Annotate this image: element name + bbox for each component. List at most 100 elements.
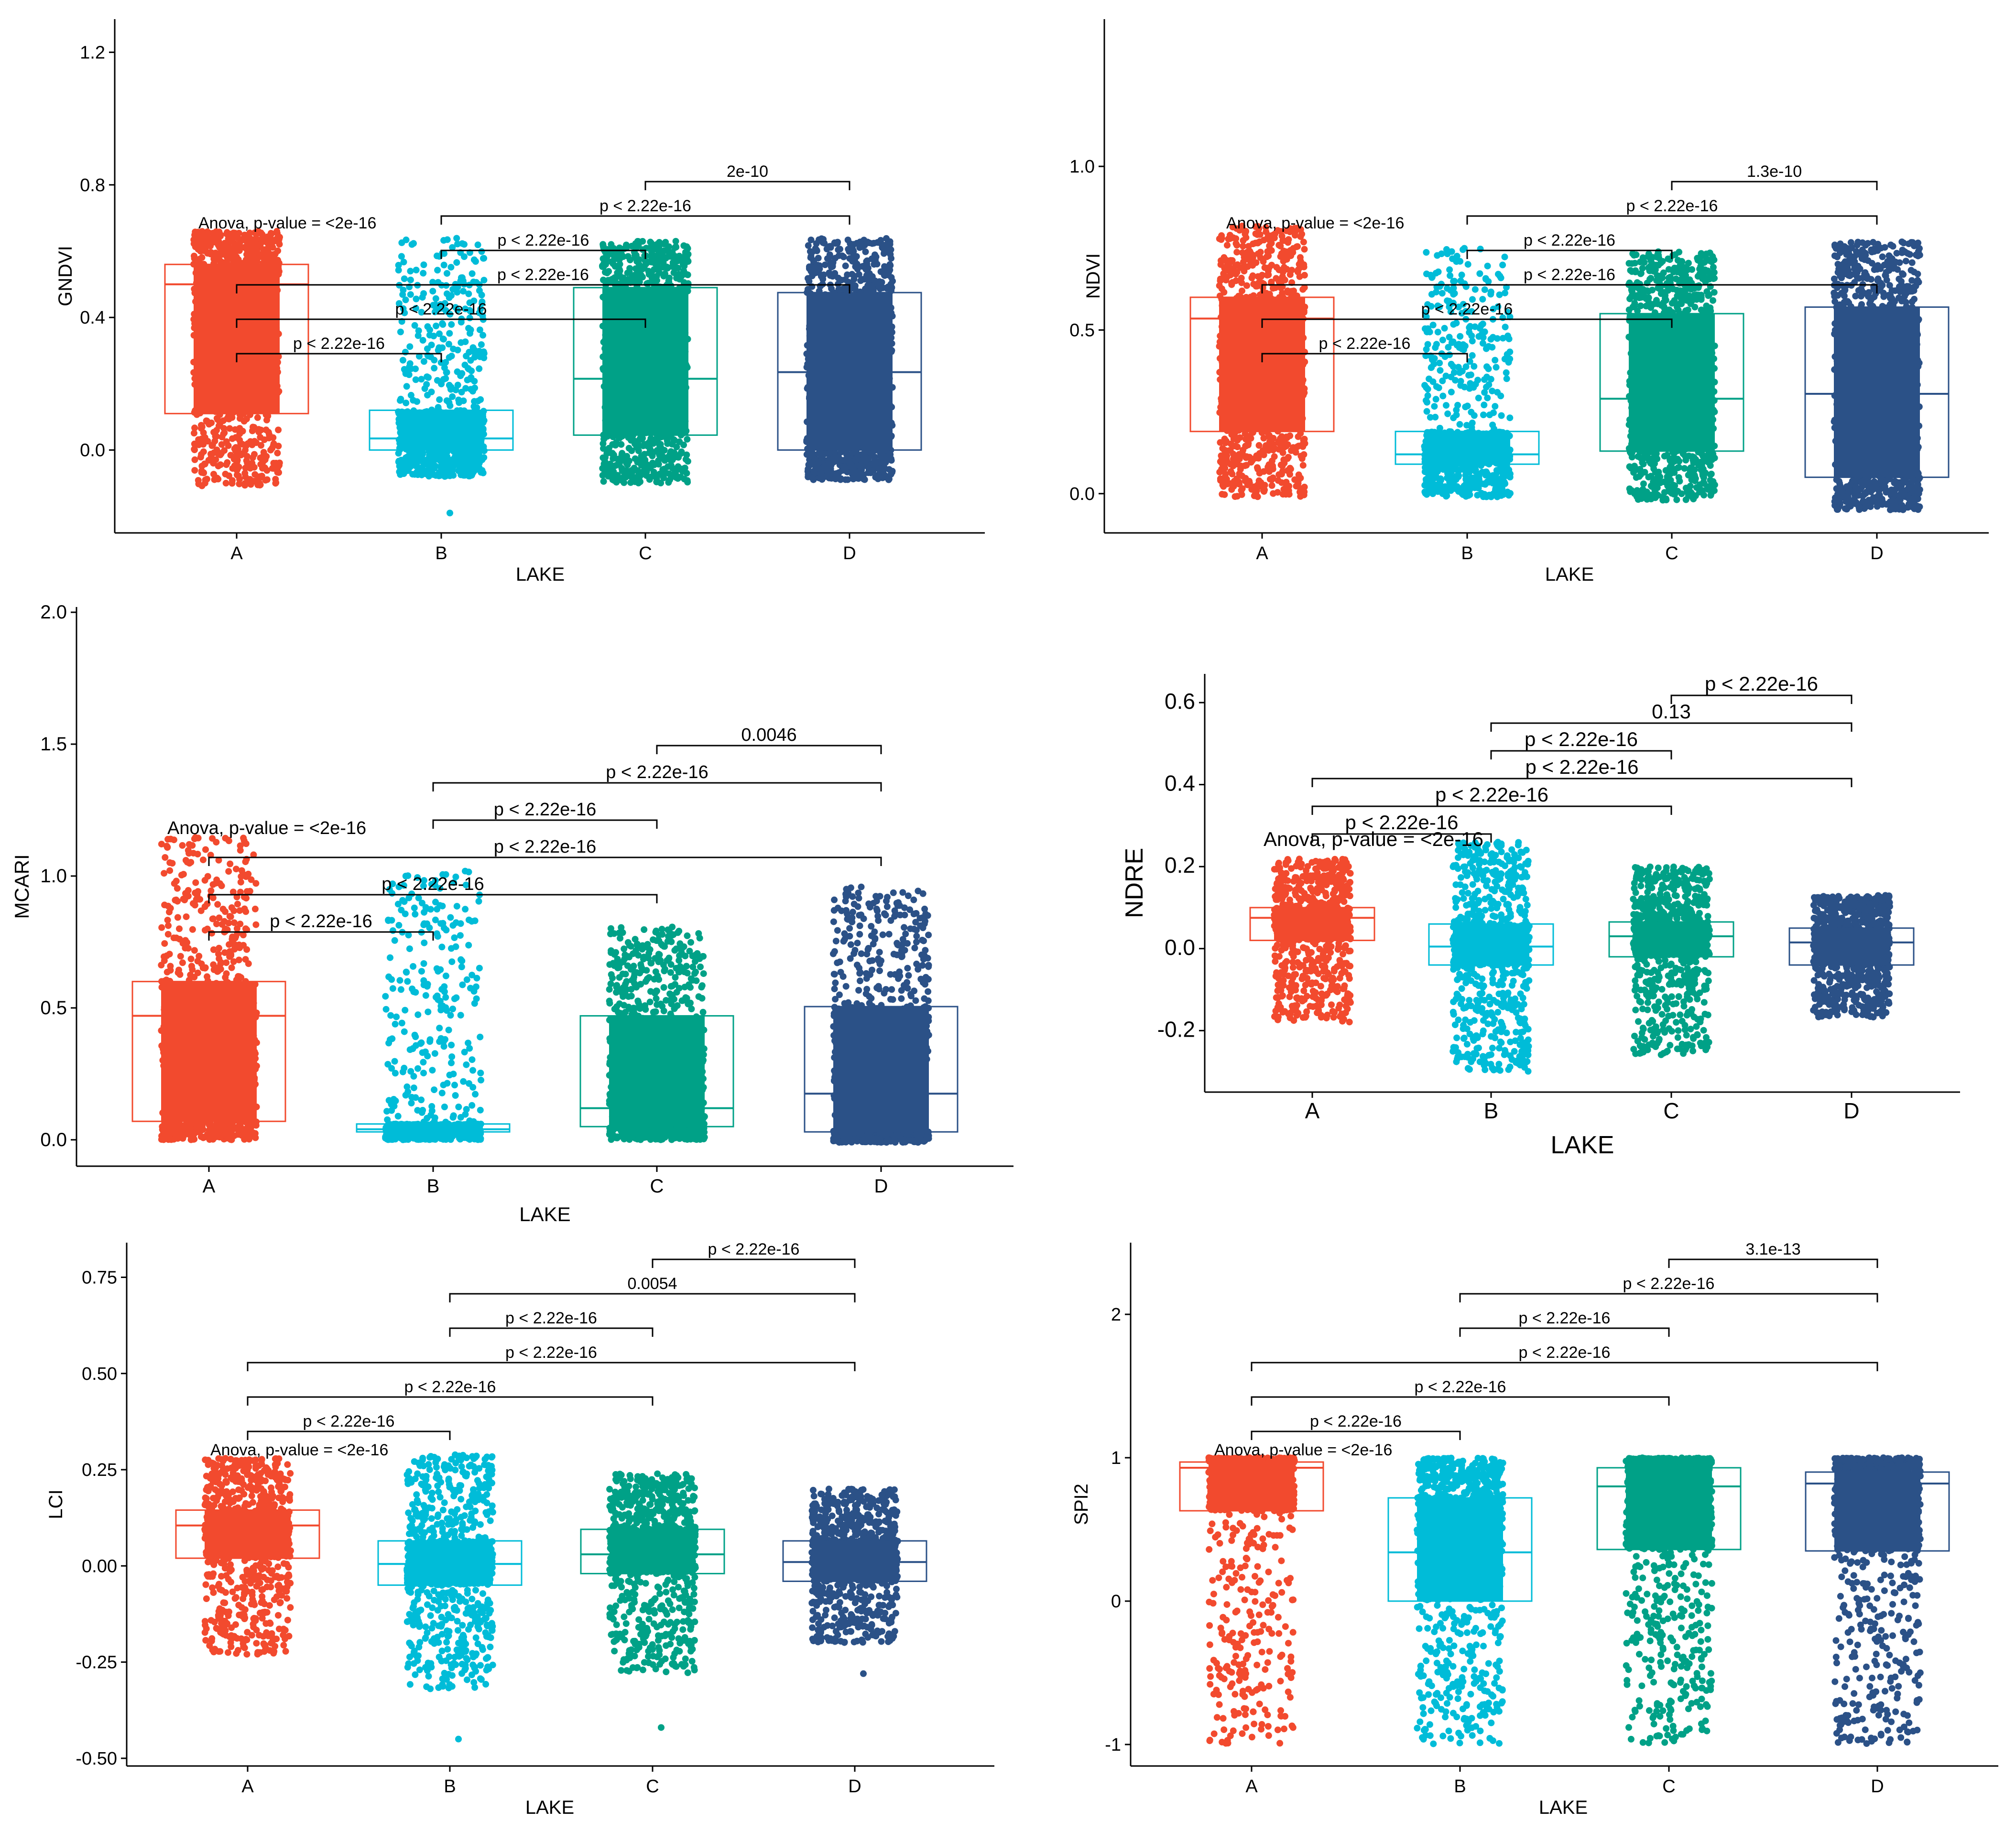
data-point (424, 345, 431, 352)
points-B (395, 235, 488, 517)
data-point (440, 237, 447, 244)
data-point (807, 254, 814, 261)
data-point (198, 451, 205, 458)
data-point (1219, 491, 1226, 498)
data-point (1263, 253, 1270, 260)
data-point (427, 353, 434, 360)
data-point (251, 451, 258, 458)
data-point (655, 250, 662, 258)
data-point (244, 440, 251, 447)
data-point (249, 427, 256, 434)
data-point (480, 255, 487, 262)
data-point (479, 469, 487, 477)
data-point (606, 278, 613, 285)
data-point (465, 290, 472, 297)
data-point (1297, 488, 1303, 496)
data-point (681, 262, 688, 270)
data-point (669, 263, 676, 270)
data-point (249, 460, 256, 467)
data-point (413, 267, 420, 273)
data-point (439, 320, 446, 327)
data-point (877, 268, 884, 275)
data-point (635, 479, 642, 487)
data-point (275, 469, 282, 476)
data-point (1281, 439, 1288, 446)
data-point (210, 471, 217, 478)
data-point (455, 396, 462, 403)
data-point (887, 471, 894, 478)
data-point (433, 323, 440, 329)
data-point (476, 365, 483, 372)
data-point (1228, 486, 1235, 493)
data-point (622, 469, 630, 476)
data-point (466, 348, 473, 356)
data-point (207, 242, 214, 249)
data-point (842, 276, 849, 283)
data-point (666, 253, 674, 260)
data-point (461, 253, 468, 260)
data-point (265, 434, 272, 442)
data-point (469, 388, 476, 395)
data-point (835, 281, 841, 288)
data-point (881, 248, 888, 255)
data-point (191, 456, 198, 463)
y-tick-label: 0.0 (1069, 484, 1095, 504)
data-point (261, 254, 268, 261)
data-point (458, 370, 466, 377)
data-point (222, 470, 229, 477)
data-point (648, 447, 654, 455)
data-point (636, 261, 643, 268)
data-point (844, 476, 851, 483)
data-point (1259, 271, 1266, 279)
data-point (645, 268, 652, 275)
data-point (440, 461, 447, 468)
data-point (414, 398, 421, 405)
comparison-bracket: 2e-10 (644, 163, 850, 190)
data-point (869, 240, 876, 247)
data-point (419, 449, 426, 456)
data-point (412, 365, 419, 372)
data-point (829, 259, 837, 266)
data-point (1260, 237, 1267, 244)
data-point (1219, 481, 1226, 488)
data-point (665, 470, 673, 477)
data-point (887, 451, 894, 458)
data-point (813, 247, 820, 254)
data-point (434, 267, 441, 274)
data-point (401, 469, 407, 476)
data-point (415, 455, 422, 462)
data-point (818, 453, 826, 460)
data-point (213, 446, 220, 454)
comparison-label: p < 2.22e-16 (498, 231, 589, 249)
data-point (229, 465, 236, 472)
data-point (646, 439, 653, 445)
data-point (1243, 453, 1250, 460)
data-point (448, 321, 455, 328)
data-point (198, 247, 206, 254)
x-tick-label: A (230, 543, 243, 563)
data-point (198, 422, 205, 429)
data-point (602, 454, 609, 461)
data-point (1275, 266, 1283, 273)
data-point (1285, 454, 1292, 461)
data-point (408, 456, 415, 463)
data-point (867, 467, 874, 474)
data-point-core (398, 410, 484, 450)
data-point (447, 384, 455, 391)
data-point (1240, 446, 1246, 454)
data-point (825, 456, 832, 463)
data-point (614, 472, 621, 479)
data-point (399, 357, 406, 364)
data-point (236, 425, 243, 432)
data-point (651, 461, 658, 468)
data-point (1292, 449, 1299, 456)
data-point (1245, 440, 1252, 447)
data-point (269, 251, 276, 258)
data-point (1264, 267, 1272, 274)
data-point (444, 270, 450, 277)
data-point (414, 332, 422, 339)
data-point (402, 348, 409, 356)
data-point (421, 460, 428, 467)
data-point (838, 456, 845, 464)
x-tick-label: A (1256, 543, 1268, 563)
